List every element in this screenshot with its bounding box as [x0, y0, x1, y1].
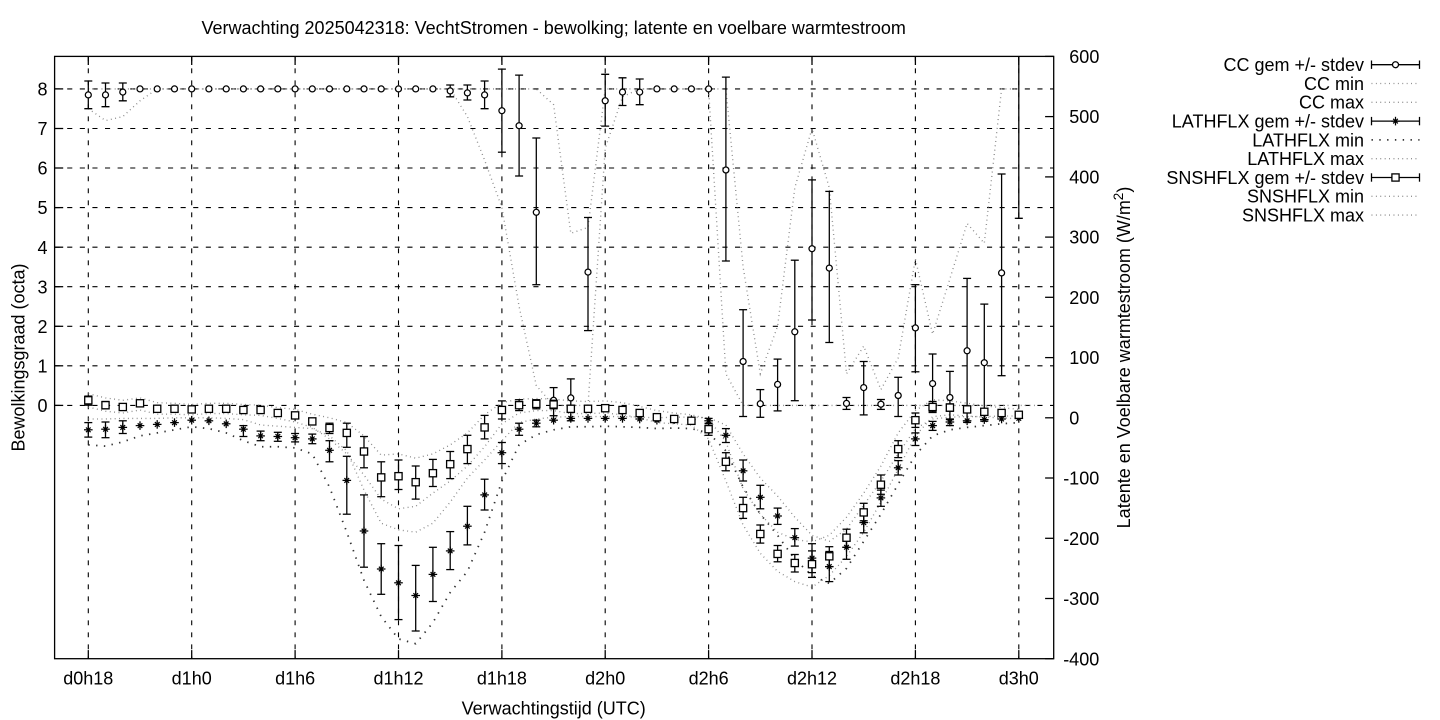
- svg-text:LATHFLX min: LATHFLX min: [1252, 130, 1364, 150]
- svg-text:-300: -300: [1063, 589, 1099, 609]
- svg-text:CC gem +/- stdev: CC gem +/- stdev: [1223, 55, 1364, 75]
- svg-text:SNSHFLX gem +/- stdev: SNSHFLX gem +/- stdev: [1166, 168, 1364, 188]
- svg-text:-100: -100: [1063, 469, 1099, 489]
- svg-text:200: 200: [1069, 288, 1099, 308]
- svg-text:Verwachtingstijd (UTC): Verwachtingstijd (UTC): [462, 699, 646, 719]
- svg-text:400: 400: [1069, 168, 1099, 188]
- svg-text:d3h0: d3h0: [999, 669, 1039, 689]
- svg-text:d1h0: d1h0: [172, 669, 212, 689]
- svg-text:0: 0: [37, 396, 47, 416]
- svg-text:6: 6: [37, 159, 47, 179]
- svg-text:d1h12: d1h12: [373, 669, 423, 689]
- svg-text:CC min: CC min: [1304, 74, 1364, 94]
- svg-text:100: 100: [1069, 348, 1099, 368]
- svg-text:d0h18: d0h18: [63, 669, 113, 689]
- svg-text:8: 8: [37, 80, 47, 100]
- svg-text:LATHFLX gem +/- stdev: LATHFLX gem +/- stdev: [1172, 112, 1364, 132]
- svg-text:d2h12: d2h12: [787, 669, 837, 689]
- svg-text:3: 3: [37, 277, 47, 297]
- svg-text:300: 300: [1069, 228, 1099, 248]
- svg-text:0: 0: [1069, 408, 1079, 428]
- svg-text:5: 5: [37, 198, 47, 218]
- svg-text:d2h0: d2h0: [585, 669, 625, 689]
- svg-text:1: 1: [37, 356, 47, 376]
- svg-text:-200: -200: [1063, 529, 1099, 549]
- svg-text:SNSHFLX min: SNSHFLX min: [1247, 187, 1364, 207]
- svg-text:2: 2: [37, 317, 47, 337]
- svg-text:Latente en Voelbare warmtestro: Latente en Voelbare warmtestroom (W/m2): [1111, 187, 1134, 529]
- svg-text:LATHFLX max: LATHFLX max: [1247, 149, 1364, 169]
- svg-text:7: 7: [37, 119, 47, 139]
- svg-text:-400: -400: [1063, 649, 1099, 669]
- svg-text:d1h6: d1h6: [275, 669, 315, 689]
- svg-text:Bewolkingsgraad (octa): Bewolkingsgraad (octa): [9, 263, 29, 451]
- svg-text:CC max: CC max: [1299, 93, 1364, 113]
- svg-text:500: 500: [1069, 107, 1099, 127]
- svg-text:600: 600: [1069, 47, 1099, 67]
- svg-text:4: 4: [37, 238, 47, 258]
- svg-text:d2h18: d2h18: [890, 669, 940, 689]
- svg-text:d2h6: d2h6: [689, 669, 729, 689]
- svg-text:SNSHFLX max: SNSHFLX max: [1242, 206, 1364, 226]
- svg-text:d1h18: d1h18: [477, 669, 527, 689]
- svg-text:Verwachting 2025042318: VechtS: Verwachting 2025042318: VechtStromen - b…: [201, 18, 905, 38]
